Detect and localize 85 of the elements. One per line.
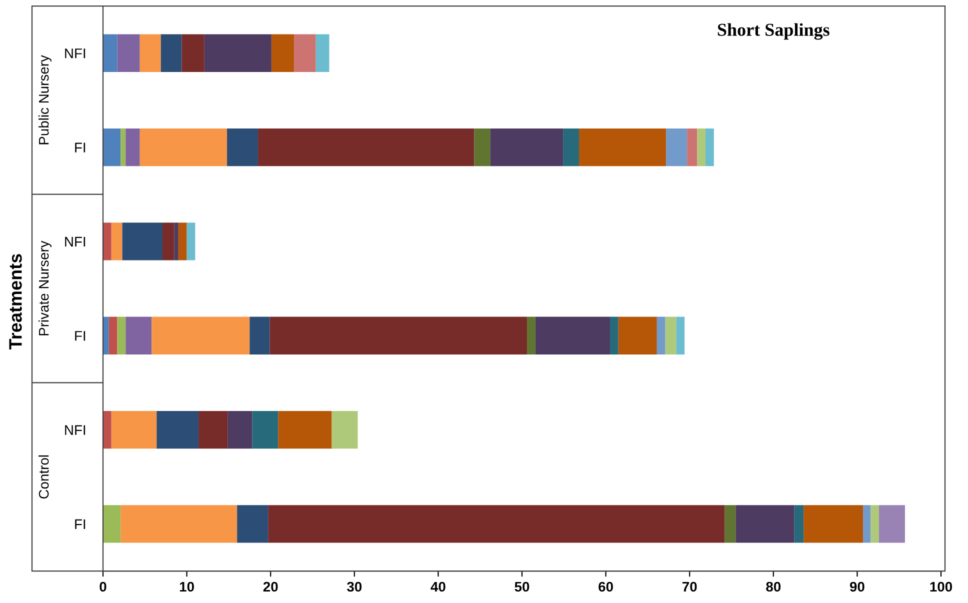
bar [160,34,182,72]
y-tick-label: NFI [65,236,86,246]
y-axis-title: Treatments [9,254,22,350]
bar [103,222,112,260]
bar [697,128,706,166]
y-tick-label: NFI [65,425,86,435]
bar [174,222,178,260]
bar [182,34,204,72]
bar [237,505,268,543]
bar [250,316,270,354]
bar [126,128,140,166]
bar [252,410,278,449]
bar [178,222,187,260]
bar [117,316,126,354]
y-tick-label: FI [75,142,86,152]
bar [804,505,864,543]
bar [687,128,698,166]
bar [316,34,330,72]
bar [535,316,610,354]
x-tick-label: 60 [598,582,613,592]
bar [474,128,490,166]
bar [666,128,688,166]
y-tick-label: NFI [65,48,86,58]
bar [228,410,252,449]
x-tick-label: 100 [930,582,952,592]
bar [870,505,879,543]
bar [103,410,112,449]
bar [736,505,794,543]
text: Public Nursery [38,55,52,144]
bar [665,316,676,354]
bar [204,34,272,72]
text: Control [38,455,49,499]
bar [111,222,122,260]
bar [676,316,685,354]
bar [724,505,736,543]
bar [198,410,228,449]
bar [706,128,714,166]
bar [103,316,109,354]
bar [120,128,126,166]
bar [120,505,238,543]
bar [152,316,250,354]
bar [258,128,474,166]
bar [140,34,161,72]
bar [294,34,316,72]
bar [117,34,140,72]
bar [156,410,199,449]
bar [140,128,228,166]
bar [527,316,536,354]
bar [610,316,618,354]
bar [656,316,666,354]
bar [794,505,804,543]
bar [618,316,657,354]
x-tick-label: 0 [100,582,106,592]
y-tick-label: FI [75,331,86,341]
x-tick-label: 30 [346,582,362,592]
bar [111,410,157,449]
bar [186,222,196,260]
bar [863,505,871,543]
bar [332,410,358,449]
bar [878,505,905,543]
bar [122,222,162,260]
bar [162,222,174,260]
text: Private Nursery [38,240,52,336]
bar [270,316,528,354]
text: Short Saplings [718,23,830,40]
x-tick-label: 10 [180,582,194,592]
x-tick-label: 70 [682,582,697,592]
bar [271,34,294,72]
x-tick-label: 80 [766,582,781,592]
bar [578,128,666,166]
bar [278,410,332,449]
x-tick-label: 40 [430,582,446,592]
bar [268,505,725,543]
x-tick-label: 90 [850,582,864,592]
bar [103,128,121,166]
bar [490,128,564,166]
y-tick-label: FI [75,519,86,529]
x-tick-label: 20 [263,582,278,592]
bar [126,316,152,354]
bar [103,34,118,72]
x-tick-label: 50 [514,582,530,592]
bar [108,316,118,354]
bar [563,128,579,166]
bar [227,128,258,166]
bar [103,505,121,543]
